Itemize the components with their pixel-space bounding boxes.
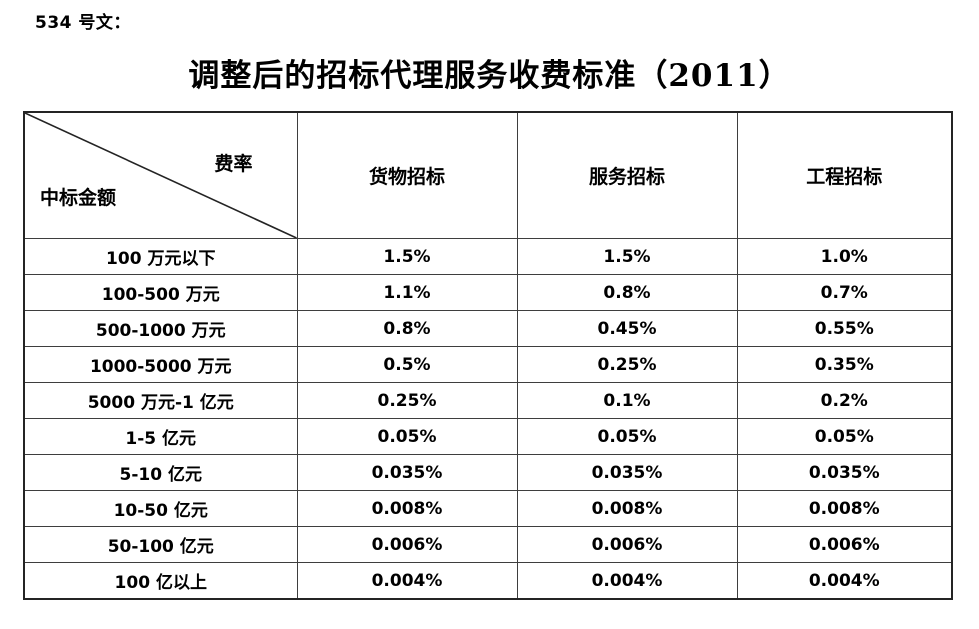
fee-cell: 0.004%: [736, 562, 953, 600]
fee-cell: 1.1%: [296, 274, 518, 311]
fee-cell: 0.8%: [516, 274, 738, 311]
row-label: 1-5 亿元: [23, 418, 298, 455]
table-row: 1-5 亿元 0.05% 0.05% 0.05%: [23, 418, 953, 455]
table-row: 5000 万元-1 亿元 0.25% 0.1% 0.2%: [23, 382, 953, 419]
table-row: 100-500 万元 1.1% 0.8% 0.7%: [23, 274, 953, 311]
corner-header-cell: 费率 中标金额: [23, 111, 298, 239]
fee-cell: 0.035%: [736, 454, 953, 491]
fee-cell: 0.7%: [736, 274, 953, 311]
table-row: 5-10 亿元 0.035% 0.035% 0.035%: [23, 454, 953, 491]
row-label: 5000 万元-1 亿元: [23, 382, 298, 419]
table-row: 50-100 亿元 0.006% 0.006% 0.006%: [23, 526, 953, 563]
header-row: 费率 中标金额 货物招标 服务招标 工程招标: [23, 111, 953, 239]
fee-cell: 1.5%: [296, 238, 518, 275]
fee-cell: 0.05%: [516, 418, 738, 455]
fee-cell: 0.008%: [296, 490, 518, 527]
fee-cell: 0.55%: [736, 310, 953, 347]
table-row: 1000-5000 万元 0.5% 0.25% 0.35%: [23, 346, 953, 383]
row-label: 1000-5000 万元: [23, 346, 298, 383]
fee-cell: 0.004%: [296, 562, 518, 600]
fee-cell: 1.0%: [736, 238, 953, 275]
fee-cell: 0.006%: [296, 526, 518, 563]
fee-cell: 0.8%: [296, 310, 518, 347]
fee-cell: 0.45%: [516, 310, 738, 347]
fee-cell: 0.35%: [736, 346, 953, 383]
column-header-goods-bidding: 货物招标: [296, 111, 518, 239]
table-row: 100 万元以下 1.5% 1.5% 1.0%: [23, 238, 953, 275]
row-label: 5-10 亿元: [23, 454, 298, 491]
diagonal-divider-line: [25, 113, 297, 238]
fee-cell: 0.035%: [296, 454, 518, 491]
fee-cell: 0.25%: [516, 346, 738, 383]
column-header-engineering-bidding: 工程招标: [736, 111, 953, 239]
row-label: 500-1000 万元: [23, 310, 298, 347]
page-title: 调整后的招标代理服务收费标准（2011）: [188, 58, 791, 94]
fee-cell: 0.004%: [516, 562, 738, 600]
table-row: 100 亿以上 0.004% 0.004% 0.004%: [23, 562, 953, 600]
row-label: 10-50 亿元: [23, 490, 298, 527]
fee-cell: 0.05%: [296, 418, 518, 455]
fee-cell: 0.008%: [516, 490, 738, 527]
fee-cell: 0.5%: [296, 346, 518, 383]
corner-label-rate: 费率: [214, 153, 253, 175]
fee-cell: 0.05%: [736, 418, 953, 455]
corner-label-bid-amount: 中标金额: [40, 187, 117, 209]
fee-cell: 0.2%: [736, 382, 953, 419]
fee-cell: 0.035%: [516, 454, 738, 491]
row-label: 100 亿以上: [23, 562, 298, 600]
row-label: 100 万元以下: [23, 238, 298, 275]
fee-cell: 0.006%: [516, 526, 738, 563]
fee-cell: 0.1%: [516, 382, 738, 419]
fee-cell: 0.006%: [736, 526, 953, 563]
table-row: 500-1000 万元 0.8% 0.45% 0.55%: [23, 310, 953, 347]
fee-cell: 1.5%: [516, 238, 738, 275]
fee-cell: 0.008%: [736, 490, 953, 527]
fee-rate-table: 费率 中标金额 货物招标 服务招标 工程招标 100 万元以下 1.5% 1.5…: [23, 111, 953, 600]
column-header-service-bidding: 服务招标: [516, 111, 738, 239]
doc-number-label: 534 号文：: [35, 13, 131, 33]
row-label: 100-500 万元: [23, 274, 298, 311]
table-row: 10-50 亿元 0.008% 0.008% 0.008%: [23, 490, 953, 527]
fee-cell: 0.25%: [296, 382, 518, 419]
row-label: 50-100 亿元: [23, 526, 298, 563]
